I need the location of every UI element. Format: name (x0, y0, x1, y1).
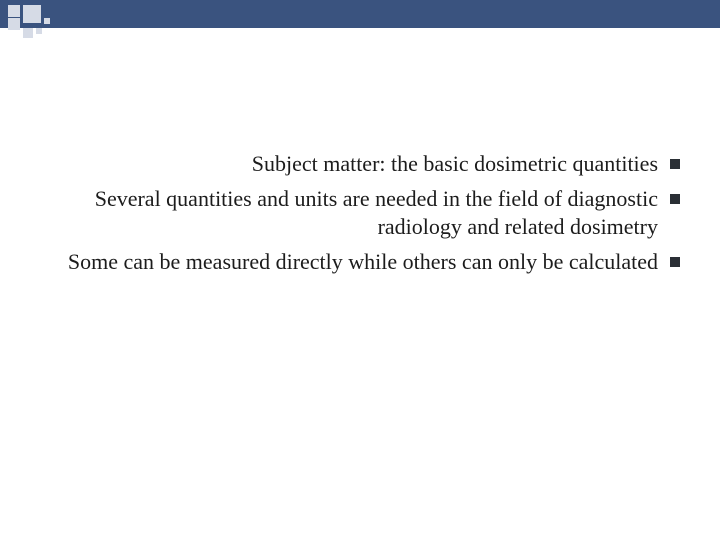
decorative-square (23, 5, 41, 23)
bullet-text: Several quantities and units are needed … (40, 185, 658, 242)
decorative-square (36, 28, 42, 34)
decorative-square (8, 5, 20, 17)
decorative-square (8, 18, 20, 30)
slide-top-bar (0, 0, 720, 28)
slide-body: Subject matter: the basic dosimetric qua… (40, 150, 680, 282)
bullet-item: Subject matter: the basic dosimetric qua… (40, 150, 680, 179)
square-bullet-icon (670, 257, 680, 267)
bullet-text: Subject matter: the basic dosimetric qua… (40, 150, 658, 179)
square-bullet-icon (670, 194, 680, 204)
decorative-square (44, 18, 50, 24)
bullet-text: Some can be measured directly while othe… (40, 248, 658, 277)
bullet-item: Several quantities and units are needed … (40, 185, 680, 242)
decorative-square (23, 28, 33, 38)
bullet-item: Some can be measured directly while othe… (40, 248, 680, 277)
square-bullet-icon (670, 159, 680, 169)
